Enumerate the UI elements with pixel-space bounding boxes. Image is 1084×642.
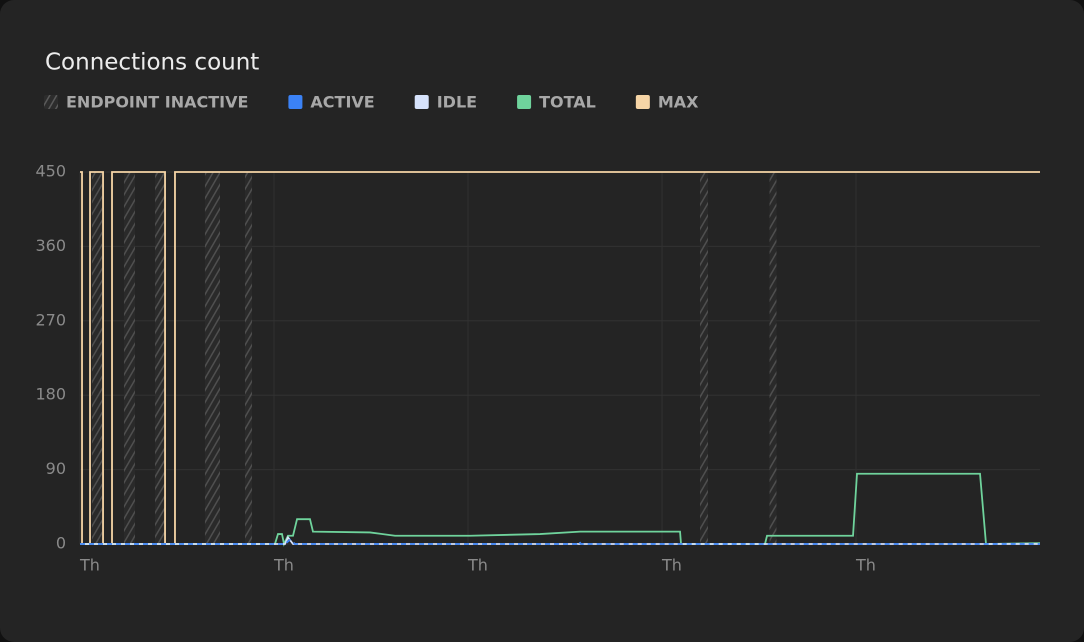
x-tick-label: Th (79, 556, 100, 575)
x-tick-label: Th (855, 556, 876, 575)
x-tick-label: Th (273, 556, 294, 575)
inactive-band (91, 172, 102, 544)
y-tick-label: 90 (46, 459, 66, 478)
legend-swatch (414, 95, 429, 109)
inactive-band (123, 172, 135, 544)
series-line (80, 472, 1041, 547)
inactive-band (204, 172, 221, 544)
legend-label: TOTAL (539, 93, 596, 112)
legend-label: IDLE (437, 93, 477, 112)
inactive-band (700, 172, 709, 544)
inactive-band (155, 172, 166, 544)
legend-swatch (44, 95, 58, 109)
y-tick-label: 450 (35, 162, 66, 181)
x-tick-label: Th (467, 556, 488, 575)
inactive-band (244, 172, 253, 544)
legend-swatch (288, 95, 303, 109)
y-tick-label: 360 (35, 236, 66, 255)
legend-label: MAX (658, 93, 699, 112)
y-tick-label: 270 (35, 310, 66, 329)
legend-swatch (517, 95, 532, 109)
legend-label: ENDPOINT INACTIVE (66, 93, 248, 112)
legend-label: ACTIVE (310, 93, 374, 112)
inactive-band (769, 172, 777, 544)
series-line (80, 538, 1040, 545)
y-tick-label: 0 (56, 534, 66, 553)
y-tick-label: 180 (35, 385, 66, 404)
x-tick-label: Th (661, 556, 682, 575)
legend-swatch (635, 95, 650, 109)
chart-title: Connections count (45, 50, 259, 76)
